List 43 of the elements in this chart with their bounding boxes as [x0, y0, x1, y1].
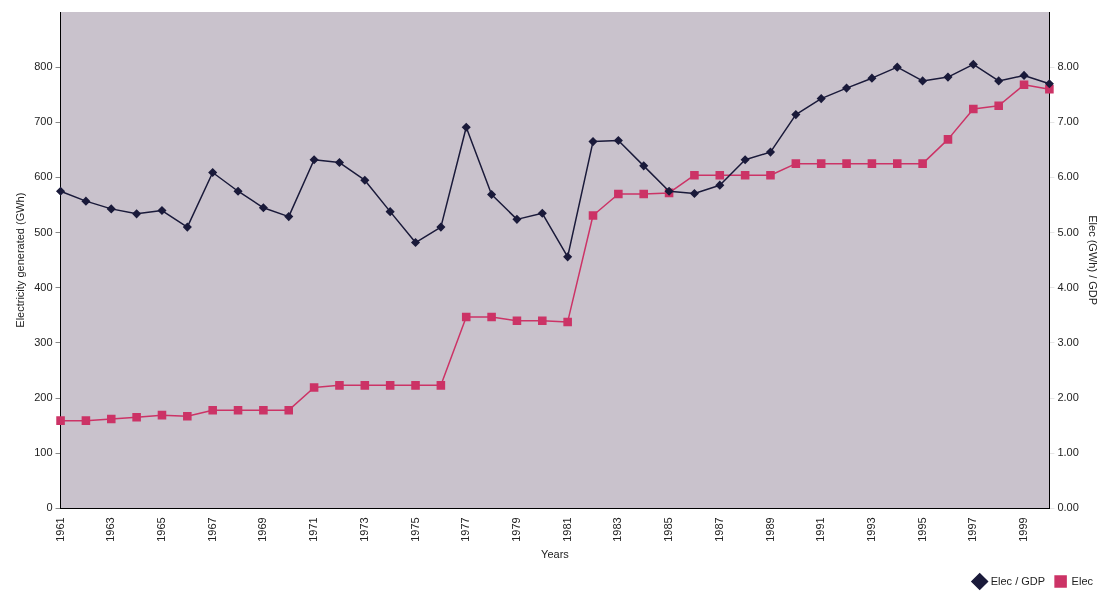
y-tick-label: 500 [34, 225, 53, 238]
x-tick-label: 1965 [155, 517, 167, 542]
x-tick-label: 1999 [1017, 517, 1030, 542]
y-tick-label: 800 [34, 60, 53, 73]
x-tick-label: 1985 [662, 517, 675, 542]
x-tick-label: 1995 [915, 517, 928, 542]
x-tick-label: 1969 [256, 517, 269, 542]
y2-tick-label: 5.00 [1057, 225, 1079, 238]
y2-axis-title: Elec (GWh) / GDP [1087, 215, 1100, 306]
y2-tick-label: 3.00 [1057, 335, 1079, 348]
y-tick-label: 200 [34, 391, 53, 404]
y2-tick-label: 7.00 [1057, 115, 1079, 128]
y-axis-title: Electricity generated (GWh) [13, 192, 26, 328]
x-tick-label: 1963 [104, 517, 117, 542]
x-tick-label: 1991 [814, 517, 827, 542]
y-tick-label: 100 [34, 446, 53, 459]
y-tick-label: 300 [34, 335, 53, 348]
y2-tick-label: 1.00 [1057, 446, 1079, 459]
y2-tick-label: 6.00 [1057, 170, 1079, 183]
x-tick-label: 1987 [712, 517, 725, 542]
x-tick-label: 1989 [763, 517, 776, 542]
y-tick-label: 0 [46, 501, 53, 514]
y2-tick-label: 8.00 [1057, 60, 1079, 73]
x-tick-label: 1971 [307, 517, 320, 542]
x-tick-label: 1997 [966, 517, 979, 542]
y-tick-label: 600 [34, 170, 53, 183]
x-tick-label: 1967 [205, 517, 218, 542]
y2-tick-label: 0.00 [1057, 501, 1079, 514]
x-axis-title: Years [541, 548, 570, 561]
y2-tick-label: 2.00 [1057, 391, 1079, 404]
x-tick-label: 1983 [611, 517, 624, 542]
x-tick-label: 1961 [53, 517, 66, 542]
y-tick-label: 700 [34, 115, 53, 128]
legend-label: Elec [1071, 574, 1094, 587]
x-tick-label: 1981 [560, 517, 573, 542]
y2-tick-label: 4.00 [1057, 280, 1079, 293]
x-tick-label: 1977 [459, 517, 472, 542]
x-tick-label: 1975 [408, 517, 421, 542]
x-tick-label: 1993 [864, 517, 877, 542]
x-tick-label: 1979 [509, 517, 522, 542]
legend-label: Elec / GDP [990, 574, 1046, 587]
y-tick-label: 400 [34, 280, 53, 293]
x-tick-label: 1973 [357, 517, 370, 542]
